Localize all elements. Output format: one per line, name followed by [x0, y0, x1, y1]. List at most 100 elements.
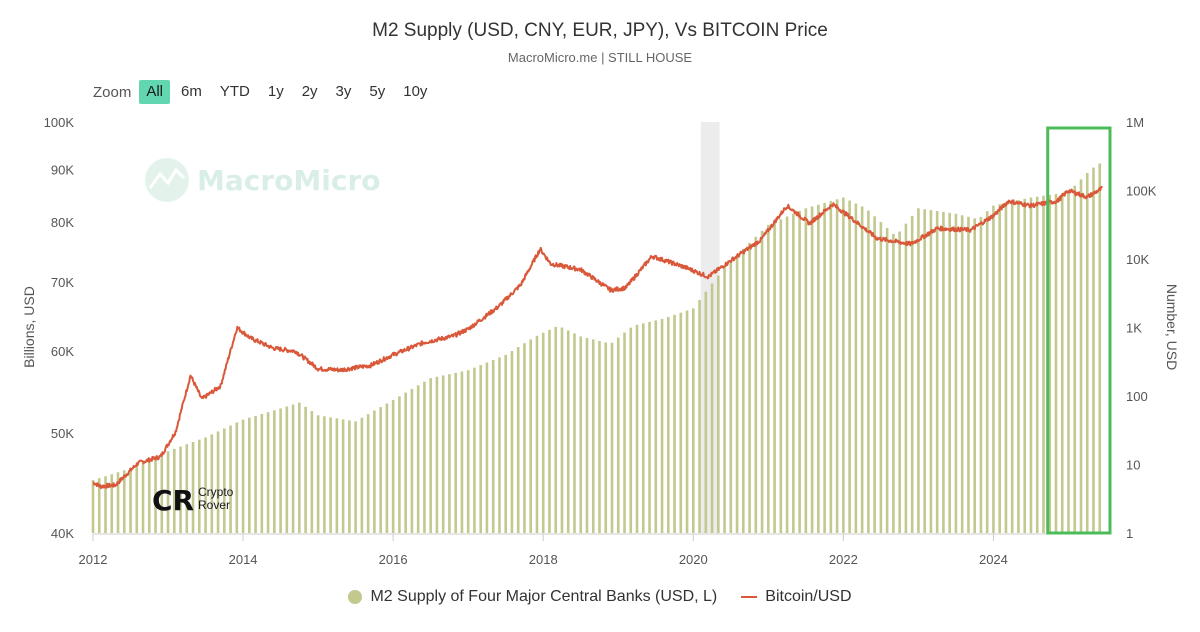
m2-bar: [1073, 185, 1077, 533]
x-tick-label: 2024: [979, 552, 1008, 567]
m2-bar: [379, 407, 382, 533]
left-axis-title: Billions, USD: [21, 286, 37, 368]
m2-bar: [273, 410, 276, 533]
m2-bar: [254, 415, 257, 533]
m2-bar: [1017, 200, 1020, 533]
right-tick-label: 100K: [1126, 184, 1157, 199]
m2-bar: [448, 374, 451, 533]
m2-bar: [1023, 198, 1027, 534]
m2-bar: [1092, 167, 1095, 533]
legend-item-m2[interactable]: M2 Supply of Four Major Central Banks (U…: [348, 588, 717, 606]
m2-bar: [710, 283, 714, 533]
m2-bar: [198, 439, 201, 533]
m2-bar: [648, 321, 651, 533]
m2-bar: [904, 223, 908, 533]
x-tick-label: 2020: [679, 552, 708, 567]
left-tick-label: 80K: [51, 215, 74, 230]
m2-bar: [298, 402, 301, 533]
highlight-box: [1046, 126, 1112, 535]
zoom-1y-button[interactable]: 1y: [267, 83, 284, 100]
right-tick-label: 1: [1126, 526, 1133, 541]
m2-bar: [616, 337, 620, 533]
m2-bar: [479, 365, 482, 533]
zoom-6m-button[interactable]: 6m: [181, 83, 202, 100]
m2-bar: [573, 333, 576, 533]
m2-bar: [498, 357, 501, 533]
crypto-rover-icon: CR: [152, 484, 194, 517]
right-tick-label: 10: [1126, 458, 1140, 473]
m2-bar: [110, 474, 114, 533]
m2-bar: [291, 404, 295, 533]
m2-bar: [973, 218, 976, 533]
m2-bar: [591, 339, 595, 533]
m2-bar: [366, 414, 370, 533]
legend-btc-label: Bitcoin/USD: [765, 588, 852, 605]
zoom-label: Zoom: [93, 83, 132, 101]
m2-bar: [423, 381, 426, 533]
m2-bar: [604, 342, 608, 533]
m2-bar: [304, 406, 307, 533]
m2-bar: [773, 222, 776, 533]
m2-bar: [1067, 192, 1070, 533]
m2-bar: [1054, 194, 1058, 533]
m2-bar: [97, 478, 101, 533]
shaded-period-band: [700, 122, 720, 533]
m2-bar: [560, 327, 564, 533]
m2-bar: [185, 444, 189, 533]
m2-bar: [1085, 173, 1089, 533]
m2-bar: [554, 326, 558, 533]
left-tick-label: 60K: [51, 344, 74, 359]
m2-bar: [529, 339, 533, 533]
m2-bar: [266, 412, 270, 533]
m2-bar: [341, 419, 345, 533]
m2-bar: [998, 204, 1001, 533]
zoom-3y-button[interactable]: 3y: [335, 83, 352, 100]
chart-subtitle: MacroMicro.me | STILL HOUSE: [507, 50, 693, 65]
m2-bar: [191, 441, 195, 533]
zoom-5y-button[interactable]: 5y: [369, 83, 386, 100]
m2-bar: [279, 408, 282, 533]
m2-bar: [979, 216, 983, 534]
m2-bar: [1042, 195, 1045, 534]
m2-bar: [779, 219, 783, 533]
m2-bar: [285, 406, 289, 533]
zoom-10y-button[interactable]: 10y: [403, 83, 428, 100]
left-tick-label: 40K: [51, 526, 74, 541]
m2-bar: [354, 421, 357, 533]
m2-bar: [748, 242, 751, 533]
m2-bar: [641, 323, 645, 533]
m2-bar: [235, 422, 239, 533]
m2-bar: [541, 332, 545, 533]
m2-bar: [435, 376, 439, 533]
zoom-all-button[interactable]: All: [139, 80, 171, 104]
chart-title: M2 Supply (USD, CNY, EUR, JPY), Vs BITCO…: [372, 20, 828, 41]
crypto-rover-text-top: Crypto: [198, 485, 234, 499]
m2-bar: [91, 480, 95, 533]
m2-bar: [135, 465, 139, 533]
zoom-ytd-button[interactable]: YTD: [219, 83, 250, 100]
m2-bar: [391, 400, 395, 533]
m2-bar: [248, 417, 251, 533]
m2-bar: [948, 212, 951, 533]
m2-bar: [147, 459, 151, 533]
m2-bar: [842, 197, 845, 534]
m2-bar: [666, 316, 670, 533]
m2-bar: [942, 211, 945, 533]
m2-bar: [1029, 197, 1033, 534]
m2-bar: [885, 227, 889, 533]
m2-bar: [179, 446, 182, 533]
m2-bar: [810, 206, 814, 533]
m2-bar: [385, 403, 389, 533]
x-tick-label: 2018: [529, 552, 558, 567]
m2-bar: [910, 215, 914, 533]
m2-bar: [767, 224, 770, 534]
zoom-2y-button[interactable]: 2y: [301, 83, 318, 100]
m2-bars: [91, 163, 1102, 534]
m2-bar: [129, 468, 132, 533]
macromicro-watermark-text: MacroMicro: [197, 164, 381, 197]
m2-bar: [373, 410, 376, 533]
m2-bar: [166, 451, 170, 533]
legend-item-btc[interactable]: Bitcoin/USD: [741, 588, 852, 606]
m2-bar: [798, 211, 801, 533]
m2-bar: [760, 230, 764, 533]
